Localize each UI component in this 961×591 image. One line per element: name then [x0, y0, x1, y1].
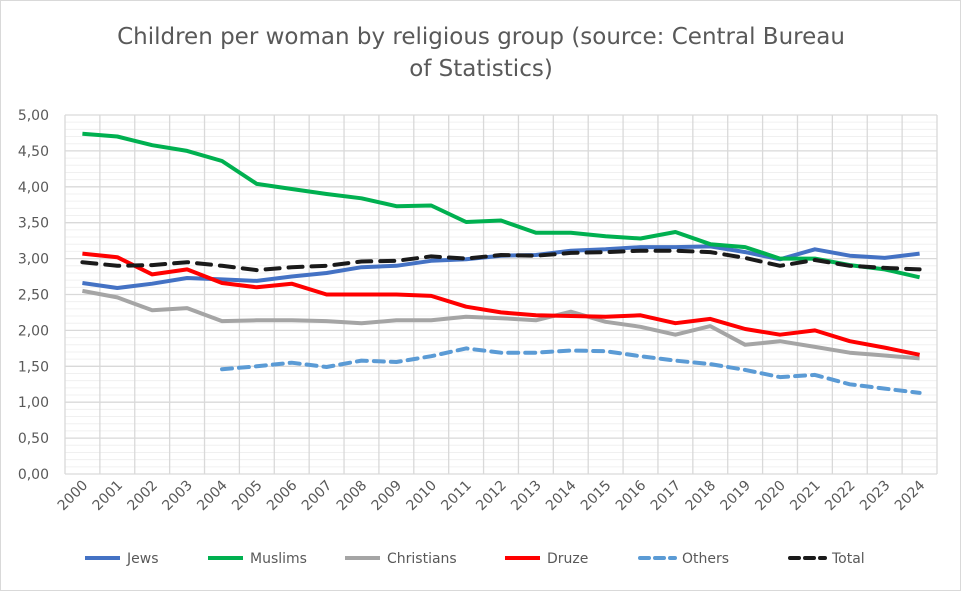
x-tick-label: 2018 [683, 478, 720, 515]
x-tick-label: 2010 [404, 478, 441, 515]
x-tick-label: 2014 [543, 477, 580, 514]
series-line-druze [82, 251, 921, 357]
legend-label-others: Others [682, 551, 729, 567]
x-tick-label: 2008 [334, 478, 371, 515]
legend-label-muslims: Muslims [250, 551, 307, 567]
y-tick-label: 2,00 [18, 323, 49, 339]
x-tick-label: 2020 [752, 478, 789, 515]
series-line-jews [82, 244, 920, 290]
x-tick-label: 2001 [90, 478, 127, 515]
series-line-others [220, 346, 922, 395]
x-tick-label: 2004 [194, 477, 231, 514]
chart-title: Children per woman by religious group (s… [91, 21, 871, 85]
x-tick-label: 2007 [299, 478, 336, 515]
x-tick-label: 2015 [578, 478, 615, 515]
legend-label-druze: Druze [547, 551, 588, 567]
x-tick-label: 2003 [159, 478, 196, 515]
y-tick-label: 3,50 [18, 216, 49, 232]
x-tick-label: 2016 [613, 477, 650, 514]
x-tick-label: 2019 [717, 478, 754, 515]
y-tick-label: 4,00 [18, 180, 49, 196]
x-tick-label: 2000 [55, 478, 92, 515]
x-tick-label: 2024 [892, 477, 929, 514]
y-tick-label: 5,00 [18, 108, 49, 124]
x-tick-label: 2011 [438, 478, 475, 515]
legend-label-christians: Christians [387, 551, 457, 567]
x-tick-label: 2012 [473, 478, 510, 515]
y-tick-label: 4,50 [18, 144, 49, 160]
x-tick-label: 2017 [648, 478, 685, 515]
legend-label-total: Total [831, 551, 865, 567]
series-line-christians [82, 288, 920, 361]
chart-title-line-1: Children per woman by religious group (s… [117, 24, 845, 50]
x-tick-label: 2005 [229, 478, 266, 515]
x-tick-label: 2021 [787, 478, 824, 515]
y-tick-label: 3,00 [18, 252, 49, 268]
x-tick-label: 2002 [125, 478, 162, 515]
y-tick-label: 1,50 [18, 359, 49, 375]
x-tick-label: 2023 [857, 478, 894, 515]
legend-label-jews: Jews [126, 551, 159, 567]
chart-title-line-2: of Statistics) [409, 56, 553, 82]
x-tick-label: 2009 [369, 478, 406, 515]
y-tick-label: 0,00 [18, 467, 49, 483]
x-tick-label: 2013 [508, 478, 545, 515]
x-tick-label: 2022 [822, 478, 859, 515]
x-tick-label: 2006 [264, 477, 301, 514]
y-tick-label: 0,50 [18, 431, 49, 447]
y-tick-label: 2,50 [18, 288, 49, 304]
y-tick-label: 1,00 [18, 395, 49, 411]
